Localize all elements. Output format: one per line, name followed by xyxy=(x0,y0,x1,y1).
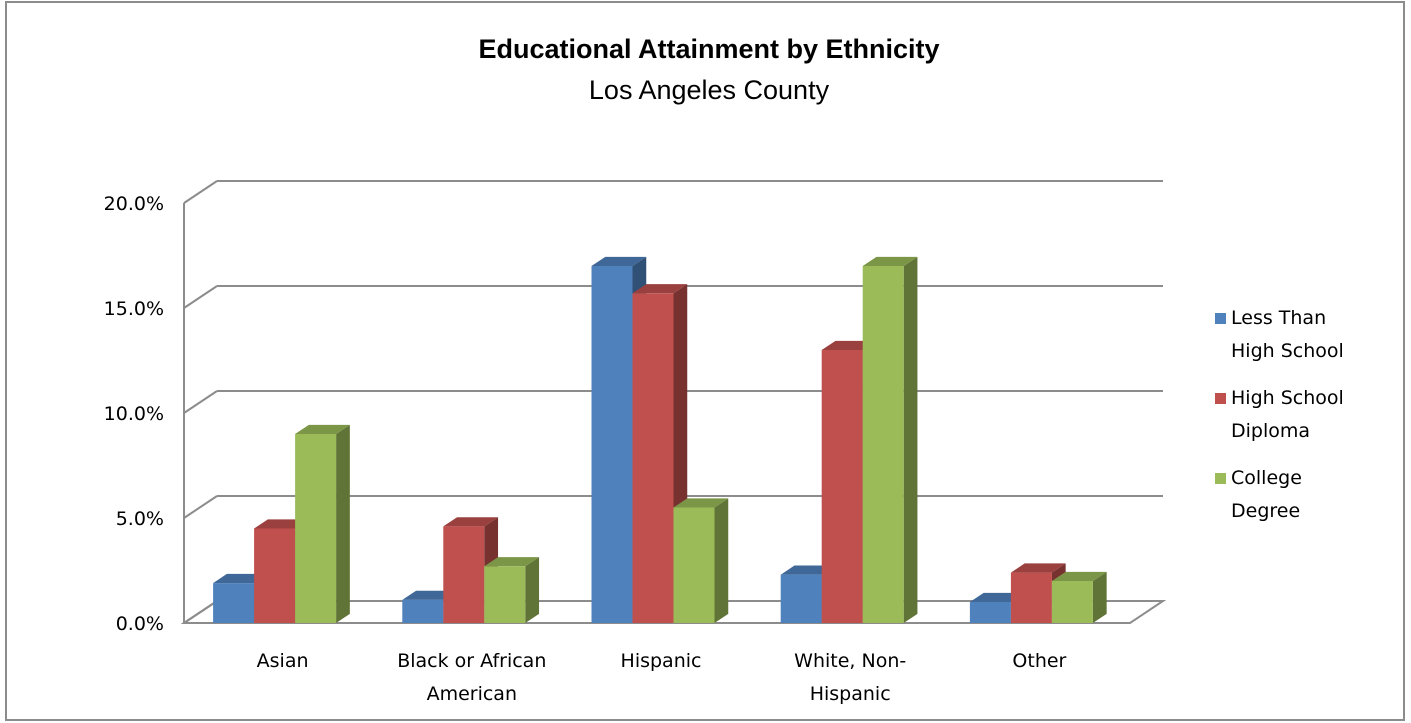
bar-front xyxy=(821,350,863,623)
bar-front xyxy=(443,526,485,623)
bar-side xyxy=(525,557,540,623)
x-tick-label: Hispanic xyxy=(621,650,702,672)
x-tick-label: Black or African American xyxy=(397,650,546,705)
x-tick-label-line: Asian xyxy=(257,650,309,672)
gridline-diagonal xyxy=(183,390,218,414)
bar-front xyxy=(295,434,337,623)
x-tick-label: White, Non- Hispanic xyxy=(794,650,906,705)
y-tick-label: 15.0% xyxy=(104,298,164,320)
legend-label-line: High School xyxy=(1231,387,1344,409)
bar-side xyxy=(1092,571,1107,623)
x-tick-label-line: Hispanic xyxy=(810,683,891,705)
bars xyxy=(213,256,1107,623)
gridline-diagonal xyxy=(183,180,218,204)
gridline-diagonal xyxy=(183,495,218,519)
bar-1-2 xyxy=(484,557,540,623)
x-tick-label-line: White, Non- xyxy=(794,650,906,672)
bar-top xyxy=(1051,571,1107,581)
gridline-diagonal xyxy=(183,285,218,309)
y-tick-label: 5.0% xyxy=(116,508,164,530)
y-axis-ticks: 0.0% 5.0% 10.0% 15.0% 20.0% xyxy=(104,193,164,635)
bar-top xyxy=(673,498,729,508)
bar-front xyxy=(213,583,255,623)
gridline-diagonal xyxy=(183,600,218,624)
x-tick-label: Asian xyxy=(257,650,309,672)
legend-label-line: Diploma xyxy=(1231,420,1310,442)
chart-subtitle: Los Angeles County xyxy=(589,75,830,105)
legend-label-line: Less Than xyxy=(1231,307,1326,329)
bar-front xyxy=(780,574,822,623)
bar-side xyxy=(336,424,350,623)
chart-title: Educational Attainment by Ethnicity xyxy=(478,34,939,64)
bar-top xyxy=(862,256,918,266)
bar-front xyxy=(632,293,674,623)
bar-top xyxy=(295,424,350,434)
bar-front xyxy=(1010,572,1052,623)
bar-chart: Educational Attainment by Ethnicity Los … xyxy=(104,34,1344,705)
bar-top xyxy=(632,284,688,294)
bar-front xyxy=(862,266,904,623)
legend-label-0: Less Than High School xyxy=(1231,307,1344,362)
legend: Less Than High School High School Diploma Co… xyxy=(1215,307,1344,522)
legend-label-line: High School xyxy=(1231,340,1344,362)
bar-3-2 xyxy=(862,256,918,623)
bar-0-2 xyxy=(295,424,350,623)
x-tick-label-line: Hispanic xyxy=(621,650,702,672)
bar-top xyxy=(1010,563,1066,573)
legend-swatch-0 xyxy=(1215,313,1226,324)
x-tick-label-line: American xyxy=(427,683,517,705)
y-tick-label: 10.0% xyxy=(104,403,164,425)
legend-label-2: College Degree xyxy=(1231,467,1302,522)
y-tick-label: 0.0% xyxy=(116,613,164,635)
x-tick-label: Other xyxy=(1012,650,1066,672)
bar-top xyxy=(591,256,647,266)
gridlines xyxy=(180,180,1167,624)
bar-4-2 xyxy=(1051,571,1107,623)
bar-front xyxy=(591,266,633,623)
chart-frame: Educational Attainment by Ethnicity Los … xyxy=(5,1,1405,721)
x-tick-label-line: Other xyxy=(1012,650,1066,672)
x-tick-label-line: Black or African xyxy=(397,650,546,672)
bar-top xyxy=(484,557,540,567)
bar-front xyxy=(673,507,715,623)
bar-side xyxy=(714,498,729,623)
bar-side xyxy=(903,256,918,623)
bar-front xyxy=(484,566,526,623)
bar-front xyxy=(402,599,444,623)
bar-2-2 xyxy=(673,498,729,623)
legend-label-line: Degree xyxy=(1231,500,1300,522)
bar-front xyxy=(1051,581,1093,623)
legend-swatch-1 xyxy=(1215,393,1226,404)
legend-label-1: High School Diploma xyxy=(1231,387,1344,442)
bar-front xyxy=(969,602,1011,623)
bar-front xyxy=(254,528,296,623)
y-tick-label: 20.0% xyxy=(104,193,164,215)
legend-label-line: College xyxy=(1231,467,1302,489)
legend-swatch-2 xyxy=(1215,473,1226,484)
bar-top xyxy=(443,517,499,527)
